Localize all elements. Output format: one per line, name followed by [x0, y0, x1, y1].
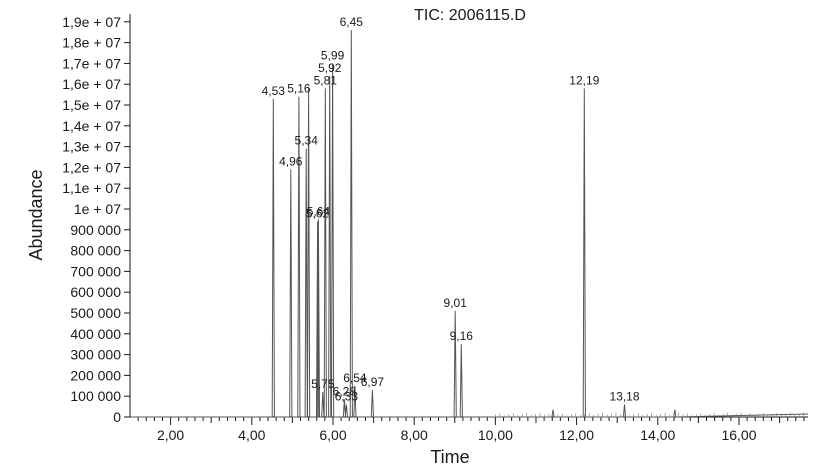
y-tick-label: 400 000	[70, 326, 121, 342]
x-axis-title: Time	[430, 447, 469, 467]
chart-title: TIC: 2006115.D	[414, 7, 526, 24]
peak-labels: 4,53 4,96 5,16 5,34 5,625,64 5,75 5,815,925,99…	[262, 15, 640, 403]
peak-label: 5,34	[295, 134, 319, 148]
x-tick-label: 2,00	[157, 427, 184, 443]
axes: 0 100 000 200 000 300 000 400 000 500 000 600 …	[62, 14, 808, 443]
tic-trace	[130, 30, 809, 418]
x-tick-label: 4,00	[238, 427, 265, 443]
peak-label: 6,54	[343, 371, 367, 385]
y-tick-label: 1,6e + 07	[62, 76, 121, 92]
peak-label: 12,19	[569, 73, 599, 87]
peak-label: 5,64	[307, 204, 331, 218]
y-tick-label: 1,7e + 07	[62, 55, 121, 71]
peak-label: 4,96	[279, 154, 303, 168]
peak-label: 6,28	[333, 384, 357, 398]
x-tick-label: 16,00	[721, 427, 756, 443]
peak-label: 6,33	[335, 390, 359, 404]
peak-label: 5,62	[306, 206, 330, 220]
y-tick-label: 100 000	[70, 388, 121, 404]
peak-label: 5,92	[318, 61, 342, 75]
y-tick-label: 700 000	[70, 263, 121, 279]
x-tick-label: 14,00	[640, 427, 675, 443]
x-tick-label: 6,00	[319, 427, 346, 443]
peak-label: 9,01	[444, 296, 468, 310]
x-tick-label: 12,00	[559, 427, 594, 443]
tic-line	[130, 30, 809, 418]
y-tick-label: 1,4e + 07	[62, 118, 121, 134]
y-tick-label: 1,1e + 07	[62, 180, 121, 196]
peak-label: 5,75	[311, 377, 335, 391]
y-tick-label: 1,5e + 07	[62, 97, 121, 113]
y-tick-label: 1e + 07	[74, 201, 121, 217]
peak-label: 13,18	[609, 390, 639, 404]
y-tick-label: 300 000	[70, 347, 121, 363]
y-tick-label: 1,8e + 07	[62, 35, 121, 51]
peak-label: 5,81	[314, 73, 338, 87]
peak-label: 6,97	[361, 375, 385, 389]
y-tick-label: 900 000	[70, 222, 121, 238]
peak-label: 6,45	[340, 15, 364, 29]
y-tick-label: 600 000	[70, 284, 121, 300]
x-tick-label: 10,00	[478, 427, 513, 443]
y-tick-label: 200 000	[70, 367, 121, 383]
peak-label: 5,16	[287, 82, 311, 96]
y-tick-label: 500 000	[70, 305, 121, 321]
peak-label: 4,53	[262, 84, 286, 98]
y-tick-label: 1,2e + 07	[62, 159, 121, 175]
y-tick-label: 800 000	[70, 243, 121, 259]
y-tick-label: 1,3e + 07	[62, 139, 121, 155]
y-axis-title: Abundance	[26, 169, 46, 260]
peak-label: 5,99	[321, 48, 345, 62]
y-tick-label: 0	[113, 409, 121, 425]
y-tick-label: 1,9e + 07	[62, 14, 121, 30]
x-tick-label: 8,00	[401, 427, 428, 443]
peak-label: 9,16	[450, 329, 474, 343]
